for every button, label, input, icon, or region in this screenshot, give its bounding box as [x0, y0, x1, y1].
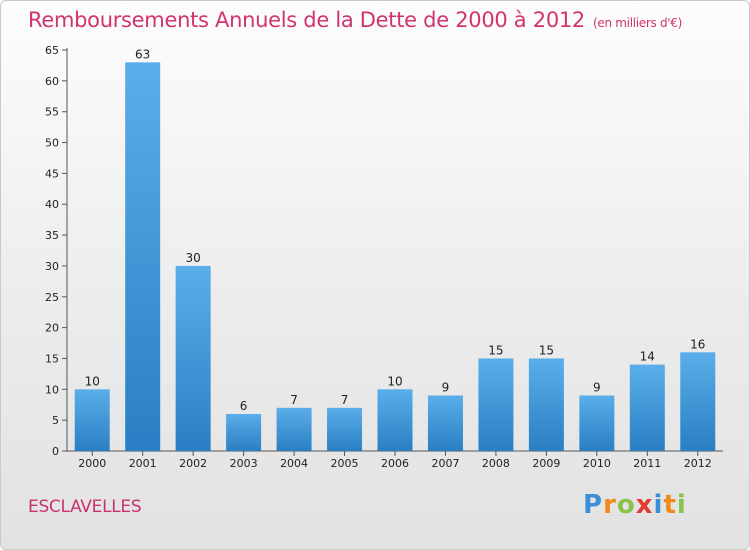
value-label: 30 [186, 251, 201, 265]
x-tick-label: 2005 [331, 457, 359, 470]
value-label: 7 [341, 393, 349, 407]
y-tick-label: 25 [45, 291, 59, 304]
x-tick-label: 2000 [78, 457, 106, 470]
y-tick-label: 10 [45, 383, 59, 396]
x-tick-label: 2007 [431, 457, 459, 470]
y-tick-label: 45 [45, 167, 59, 180]
bar-2006 [377, 389, 413, 451]
value-label: 15 [488, 343, 503, 357]
x-tick-label: 2012 [684, 457, 712, 470]
x-tick-label: 2004 [280, 457, 308, 470]
bar-2000 [74, 389, 110, 451]
x-tick-label: 2008 [482, 457, 510, 470]
y-tick-label: 50 [45, 137, 59, 150]
bar-2001 [125, 62, 161, 451]
town-name: ESCLAVELLES [28, 497, 142, 517]
value-label: 63 [135, 47, 150, 61]
logo-letter: x [635, 490, 654, 520]
x-tick-label: 2002 [179, 457, 207, 470]
proxiti-logo: Proxiti [583, 490, 687, 520]
axes: 0 5 10 15 20 25 30 35 40 45 50 55 60 65 2000 2001 2002 20… [45, 44, 723, 470]
bar-2004 [276, 407, 312, 451]
y-tick-label: 35 [45, 229, 59, 242]
x-tick-label: 2001 [129, 457, 157, 470]
y-tick-label: 60 [45, 75, 59, 88]
bar-2002 [175, 265, 211, 451]
value-label: 7 [290, 393, 298, 407]
y-tick-label: 30 [45, 260, 59, 273]
bars [74, 62, 716, 451]
x-tick-label: 2009 [532, 457, 560, 470]
logo-letter: r [603, 490, 617, 520]
value-label: 9 [442, 380, 450, 394]
title-unit: (en milliers d'€) [593, 16, 683, 30]
x-tick-label: 2006 [381, 457, 409, 470]
bar-2012 [680, 352, 716, 451]
title-text: Remboursements Annuels de la Dette de 20… [28, 8, 585, 32]
value-labels: 10 63 30 6 7 7 10 9 15 15 9 14 16 [85, 47, 706, 413]
logo-letter: i [653, 490, 664, 520]
chart-title: Remboursements Annuels de la Dette de 20… [28, 8, 682, 32]
logo-letter: t [663, 490, 677, 520]
value-label: 9 [593, 380, 601, 394]
bar-2005 [327, 407, 363, 451]
bar-2009 [528, 358, 564, 451]
logo-letter: i [676, 490, 687, 520]
value-label: 10 [85, 374, 100, 388]
value-label: 14 [640, 350, 655, 364]
y-tick-label: 5 [52, 414, 59, 427]
x-tick-label: 2010 [583, 457, 611, 470]
value-label: 6 [240, 399, 248, 413]
y-tick-label: 15 [45, 352, 59, 365]
value-label: 10 [387, 374, 402, 388]
value-label: 15 [539, 343, 554, 357]
bar-2007 [427, 395, 463, 451]
value-label: 16 [690, 337, 705, 351]
bar-2008 [478, 358, 514, 451]
bar-2003 [226, 413, 262, 451]
x-tick-label: 2003 [230, 457, 258, 470]
x-tick-label: 2011 [633, 457, 661, 470]
y-tick-label: 65 [45, 44, 59, 57]
y-tick-label: 20 [45, 322, 59, 335]
logo-letter: P [583, 490, 604, 520]
y-tick-label: 40 [45, 198, 59, 211]
y-tick-label: 55 [45, 106, 59, 119]
logo-letter: o [616, 490, 636, 520]
y-tick-label: 0 [52, 445, 59, 458]
bar-2011 [629, 364, 665, 451]
bar-2010 [579, 395, 615, 451]
